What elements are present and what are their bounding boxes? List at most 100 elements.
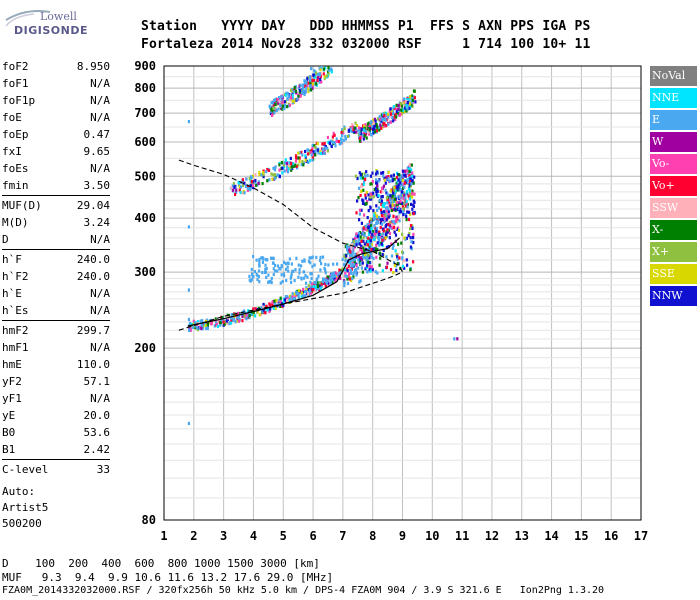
- echo-point: [393, 263, 396, 267]
- echo-point: [390, 174, 393, 178]
- echo-point: [262, 171, 265, 175]
- echo-point: [382, 229, 385, 233]
- echo-point: [391, 201, 394, 205]
- echo-point: [232, 182, 235, 186]
- echo-point: [368, 264, 371, 269]
- echo-point: [327, 68, 330, 72]
- echo-point: [287, 102, 290, 106]
- digisonde-logo: [4, 6, 74, 42]
- echo-point: [256, 183, 259, 187]
- echo-point: [239, 190, 242, 194]
- echo-point: [309, 272, 312, 276]
- echo-point: [407, 187, 410, 191]
- echo-point: [270, 172, 273, 176]
- echo-point: [349, 268, 352, 272]
- echo-point: [410, 100, 413, 104]
- echo-point: [255, 183, 258, 187]
- echo-point: [397, 215, 400, 219]
- echo-point: [223, 322, 226, 326]
- echo-point: [385, 232, 388, 236]
- echo-point: [280, 273, 283, 277]
- echo-point: [312, 82, 315, 86]
- muf-row: MUF 9.3 9.4 9.9 10.6 11.6 13.2 17.6 29.0…: [2, 571, 334, 584]
- echo-point: [408, 210, 411, 214]
- param-value: 110.0: [76, 358, 110, 371]
- echo-point: [326, 70, 330, 74]
- echo-point: [278, 266, 281, 271]
- echo-point: [355, 270, 358, 274]
- echo-point: [348, 260, 351, 264]
- echo-point: [373, 130, 376, 134]
- echo-point: [360, 221, 363, 225]
- echo-point: [382, 121, 385, 125]
- echo-point: [399, 102, 402, 106]
- echo-point: [357, 238, 360, 242]
- echo-point: [389, 120, 392, 124]
- legend-item: NNW: [650, 286, 697, 306]
- echo-point: [368, 261, 371, 265]
- echo-point: [304, 274, 307, 278]
- echo-point: [316, 148, 319, 152]
- echo-point: [191, 325, 195, 329]
- echo-point: [398, 113, 401, 117]
- echo-point: [265, 304, 268, 308]
- echo-point: [273, 98, 276, 102]
- echo-point: [388, 226, 391, 230]
- echo-point: [411, 192, 414, 196]
- echo-point: [288, 98, 291, 102]
- echo-point: [387, 175, 390, 179]
- echo-point: [358, 212, 361, 216]
- y-tick-label: 400: [134, 211, 156, 225]
- echo-point: [384, 225, 387, 229]
- echo-point: [408, 163, 411, 167]
- echo-point: [358, 131, 361, 135]
- echo-point: [383, 216, 386, 220]
- echo-point: [320, 66, 323, 70]
- echo-point: [278, 163, 281, 167]
- echo-point: [324, 145, 327, 149]
- echo-point: [390, 208, 393, 213]
- echo-point: [377, 179, 380, 183]
- echo-point: [264, 258, 268, 262]
- echo-point: [366, 228, 369, 232]
- echo-point: [343, 263, 346, 267]
- echo-point: [405, 190, 409, 194]
- echo-point: [274, 269, 277, 273]
- echo-point: [360, 189, 363, 193]
- echo-point: [317, 274, 320, 278]
- echo-point: [385, 209, 388, 213]
- echo-point: [243, 181, 246, 185]
- param-row: hmF1 N/A: [2, 339, 110, 356]
- echo-point: [360, 239, 363, 244]
- echo-point: [366, 264, 369, 268]
- echo-point: [264, 267, 267, 271]
- x-tick-label: 5: [280, 529, 287, 543]
- echo-point: [410, 182, 413, 186]
- echo-point: [369, 195, 372, 199]
- echo-point: [256, 273, 259, 277]
- echo-point: [350, 129, 353, 134]
- echo-point: [386, 223, 389, 227]
- echo-point: [267, 168, 271, 173]
- echo-point: [231, 184, 234, 188]
- echo-point: [313, 281, 316, 285]
- echo-point: [320, 80, 323, 84]
- echo-point: [363, 213, 366, 217]
- echo-point: [386, 261, 389, 265]
- echo-point: [372, 126, 376, 130]
- echo-point: [199, 319, 202, 323]
- echo-point: [403, 97, 406, 101]
- echo-point: [306, 148, 309, 152]
- echo-point: [387, 122, 390, 126]
- echo-point: [301, 159, 304, 164]
- echo-point: [316, 277, 319, 281]
- echo-point: [348, 248, 351, 252]
- echo-point: [393, 207, 396, 211]
- echo-point: [310, 148, 313, 153]
- echo-point: [411, 226, 414, 230]
- echo-point: [290, 272, 293, 276]
- echo-point: [378, 125, 381, 129]
- echo-point: [288, 257, 291, 261]
- echo-point: [321, 147, 324, 151]
- echo-point: [298, 156, 301, 160]
